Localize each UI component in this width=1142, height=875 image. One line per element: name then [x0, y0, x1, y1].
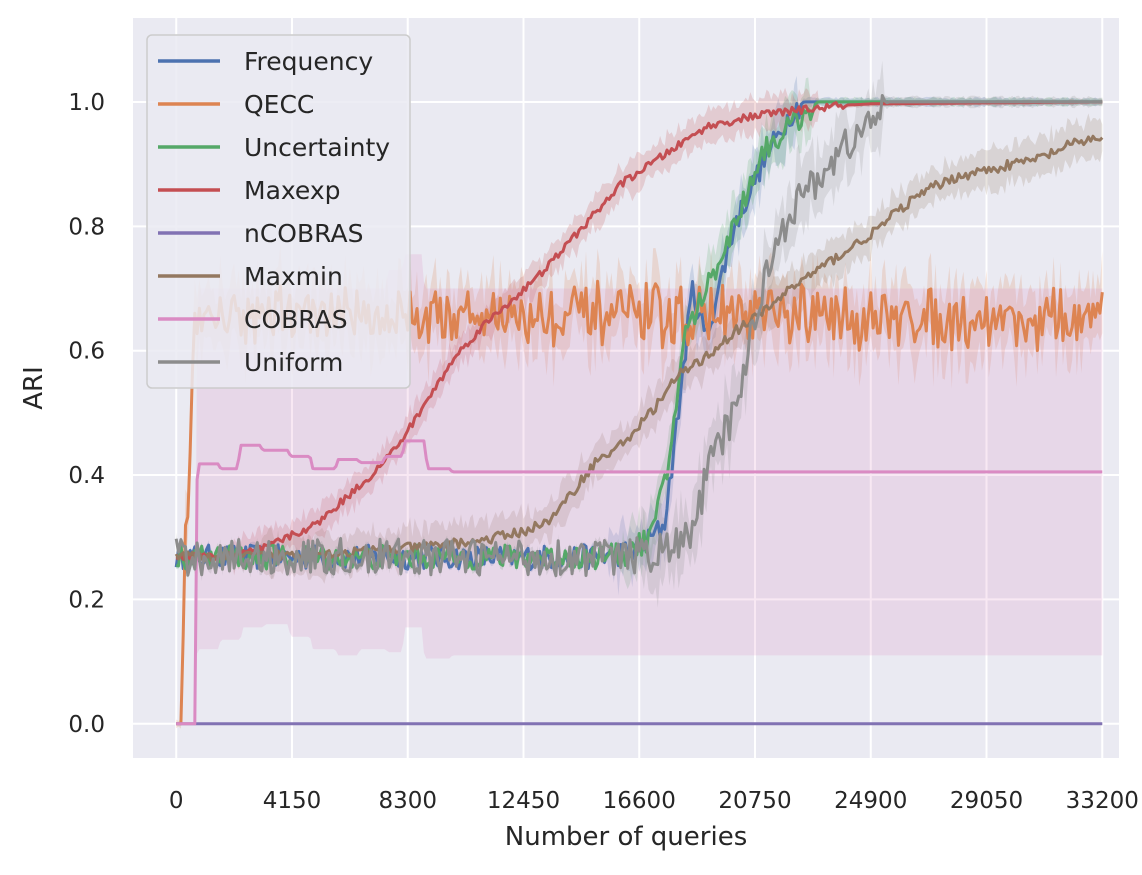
legend-label-uncertainty: Uncertainty [244, 133, 390, 162]
legend: Frequency QECC Uncertainty Maxexp nCOBRAS Max… [146, 34, 411, 389]
x-tick-label: 24900 [834, 788, 907, 814]
x-tick-labels: 0 4150 8300 12450 16600 20750 24900 29050 33200 [169, 788, 1139, 814]
legend-label-frequency: Frequency [244, 47, 373, 76]
legend-frame [146, 34, 411, 389]
legend-label-maxexp: Maxexp [244, 176, 341, 205]
legend-label-uniform: Uniform [244, 348, 343, 377]
x-tick-label: 4150 [263, 788, 322, 814]
legend-label-qecc: QECC [244, 90, 314, 119]
x-tick-label: 16600 [603, 788, 676, 814]
y-tick-label: 0.6 [68, 339, 105, 365]
y-tick-labels: 0.0 0.2 0.4 0.6 0.8 1.0 [68, 90, 105, 738]
y-axis-label: ARI [19, 366, 49, 410]
x-tick-label: 0 [169, 788, 184, 814]
x-tick-label: 12450 [487, 788, 560, 814]
maxexp-confidence-band [176, 87, 1103, 576]
y-tick-label: 1.0 [68, 90, 105, 116]
x-tick-label: 20750 [718, 788, 791, 814]
y-tick-label: 0.4 [68, 463, 105, 489]
legend-label-ncobras: nCOBRAS [244, 219, 363, 248]
maxmin-confidence-band [176, 113, 1103, 584]
legend-label-maxmin: Maxmin [244, 262, 343, 291]
cobras-series-line [176, 439, 1103, 726]
x-tick-label: 29050 [950, 788, 1023, 814]
legend-label-cobras: COBRAS [244, 305, 348, 334]
x-axis-label: Number of queries [505, 822, 747, 852]
uniform-series-line [174, 94, 1103, 578]
x-tick-label: 8300 [378, 788, 437, 814]
x-tick-label: 33200 [1066, 788, 1139, 814]
y-tick-label: 0.2 [68, 587, 105, 613]
y-tick-label: 0.8 [68, 214, 105, 240]
y-tick-label: 0.0 [68, 712, 105, 738]
